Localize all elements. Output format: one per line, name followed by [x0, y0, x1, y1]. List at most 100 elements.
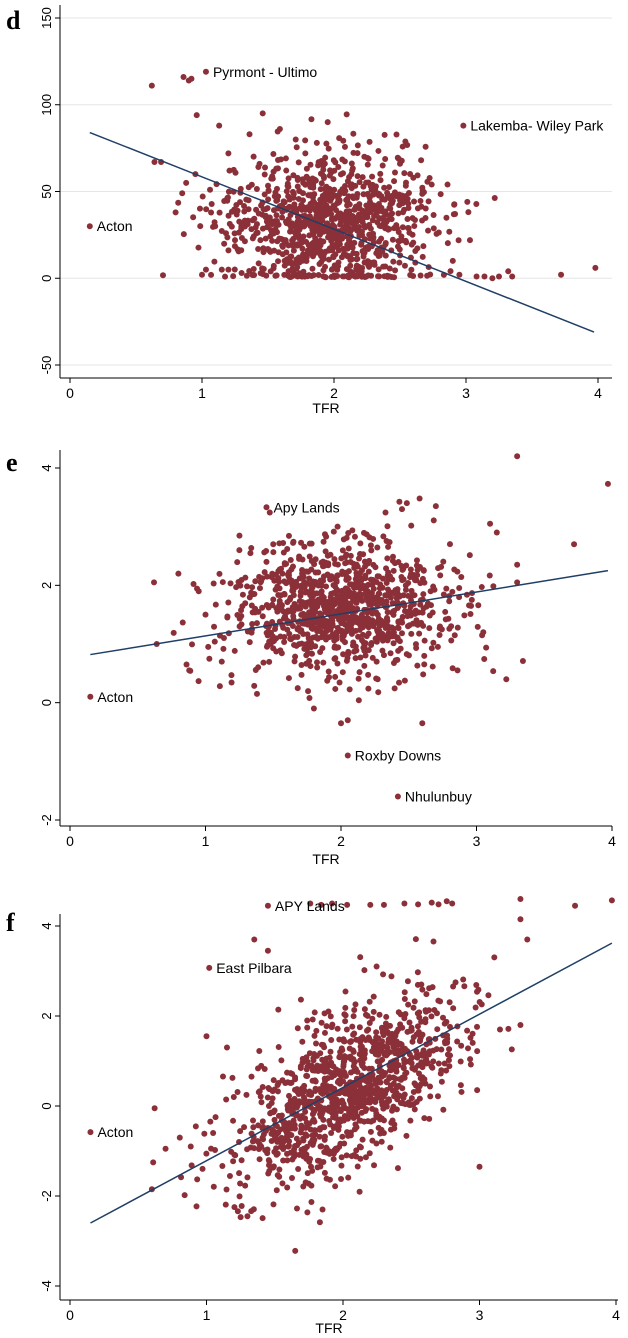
data-point	[450, 1005, 457, 1012]
data-point	[378, 1098, 385, 1105]
data-point	[225, 150, 232, 157]
data-point	[362, 246, 369, 253]
data-point	[219, 1163, 226, 1170]
data-point	[434, 1093, 441, 1100]
data-point	[292, 653, 299, 660]
data-point	[312, 556, 319, 563]
data-point	[348, 1153, 355, 1160]
data-point	[360, 253, 367, 260]
data-point	[230, 1158, 237, 1165]
x-tick-label: 4	[612, 1307, 620, 1323]
data-point	[270, 541, 277, 548]
data-point	[251, 682, 258, 689]
data-point	[219, 1073, 226, 1080]
data-point	[374, 544, 381, 551]
data-point	[230, 166, 237, 173]
data-point	[151, 579, 158, 586]
data-point	[256, 160, 263, 167]
data-point	[298, 1122, 305, 1129]
data-point	[360, 1050, 367, 1057]
data-point	[276, 1166, 283, 1173]
data-point	[307, 250, 314, 257]
data-point	[251, 590, 258, 597]
data-point	[292, 1247, 299, 1254]
data-point	[325, 668, 332, 675]
data-point	[303, 173, 310, 180]
data-point	[320, 255, 327, 262]
data-point	[361, 558, 368, 565]
y-tick-label: 100	[39, 94, 54, 116]
data-point	[377, 634, 384, 641]
y-tick-label: 2	[39, 1012, 54, 1019]
data-point	[300, 1183, 307, 1190]
data-point	[306, 553, 313, 560]
data-point	[372, 1081, 379, 1088]
data-point	[428, 899, 435, 906]
data-point	[302, 1108, 309, 1115]
data-point	[298, 671, 305, 678]
data-point	[368, 272, 375, 279]
data-point	[487, 520, 494, 527]
data-point	[236, 532, 243, 539]
data-point	[172, 209, 179, 216]
data-point	[248, 181, 255, 188]
data-point	[193, 112, 200, 119]
data-point	[405, 225, 412, 232]
data-point	[267, 268, 274, 275]
data-point	[446, 625, 453, 632]
data-point	[289, 1174, 296, 1181]
data-point	[285, 1142, 292, 1149]
data-point	[375, 689, 382, 696]
data-point	[402, 138, 409, 145]
data-point	[466, 552, 473, 559]
data-point	[389, 236, 396, 243]
data-point	[279, 214, 286, 221]
data-point	[162, 1145, 169, 1152]
data-point	[409, 231, 416, 238]
data-point	[386, 1031, 393, 1038]
data-point	[318, 225, 325, 232]
data-point	[421, 579, 428, 586]
data-point	[377, 170, 384, 177]
data-point	[349, 527, 356, 534]
data-point	[260, 659, 267, 666]
data-point	[351, 584, 358, 591]
data-point	[318, 559, 325, 566]
data-point	[464, 198, 471, 205]
data-point	[386, 184, 393, 191]
data-point	[265, 1085, 272, 1092]
data-point	[274, 1172, 281, 1179]
data-point	[384, 609, 391, 616]
data-point	[419, 253, 426, 260]
data-point	[268, 175, 275, 182]
data-point	[287, 556, 294, 563]
x-tick-label: 1	[198, 385, 206, 401]
data-point	[375, 1124, 382, 1131]
data-point	[286, 273, 293, 280]
data-point	[208, 1145, 215, 1152]
data-point	[332, 229, 339, 236]
data-point	[409, 620, 416, 627]
data-point	[384, 217, 391, 224]
data-point	[236, 1170, 243, 1177]
data-point	[322, 548, 329, 555]
data-point	[302, 150, 309, 157]
data-point	[400, 1065, 407, 1072]
data-point	[284, 1069, 291, 1076]
scatter-plot-e: -2 0 2 4 0 1 2 3 4 TFR Acton Apy Lands Roxby Downs Nh…	[39, 450, 616, 867]
data-point	[414, 969, 421, 976]
data-point	[228, 672, 235, 679]
data-point	[355, 697, 362, 704]
data-point	[351, 1126, 358, 1133]
data-point	[430, 225, 437, 232]
data-point	[309, 583, 316, 590]
data-point	[280, 615, 287, 622]
data-point	[446, 598, 453, 605]
data-point	[406, 1019, 413, 1026]
data-point	[398, 233, 405, 240]
data-point	[375, 1074, 382, 1081]
data-point	[411, 198, 418, 205]
data-point	[348, 160, 355, 167]
data-point	[324, 119, 331, 126]
data-point	[370, 259, 377, 266]
